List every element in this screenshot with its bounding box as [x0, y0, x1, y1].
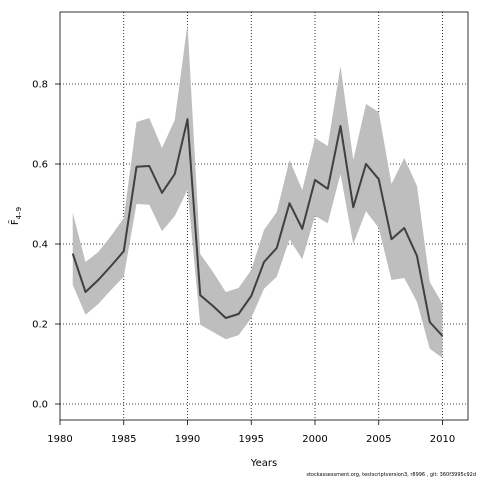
y-tick-label: 0.0: [32, 400, 48, 411]
x-axis: 1980 1985 1990 1995 2000 2005 2010: [47, 420, 455, 445]
x-tick-label: 1980: [47, 434, 72, 445]
x-axis-label: Years: [250, 458, 277, 469]
plot-frame: [59, 11, 469, 421]
y-axis-label-subscript: 4–9: [15, 207, 23, 219]
y-tick-label: 0.2: [32, 320, 48, 331]
x-tick-label: 2010: [430, 434, 455, 445]
x-tick-label: 1985: [111, 434, 136, 445]
y-tick-label: 0.4: [32, 240, 48, 251]
y-axis: 0.0 0.2 0.4 0.6 0.8: [32, 80, 60, 411]
x-tick-label: 2000: [302, 434, 327, 445]
x-tick-label: 1990: [175, 434, 200, 445]
y-axis-label: F̄4–9: [8, 207, 23, 225]
confidence-band: [72, 24, 443, 358]
footnote: stockassessment.org, testscriptversion3,…: [306, 472, 476, 478]
y-axis-label-main: F̄: [8, 219, 21, 225]
series-line: [71, 118, 444, 337]
x-tick-label: 2005: [366, 434, 391, 445]
y-tick-label: 0.8: [32, 80, 48, 91]
y-tick-label: 0.6: [32, 160, 48, 171]
x-tick-label: 1995: [239, 434, 264, 445]
